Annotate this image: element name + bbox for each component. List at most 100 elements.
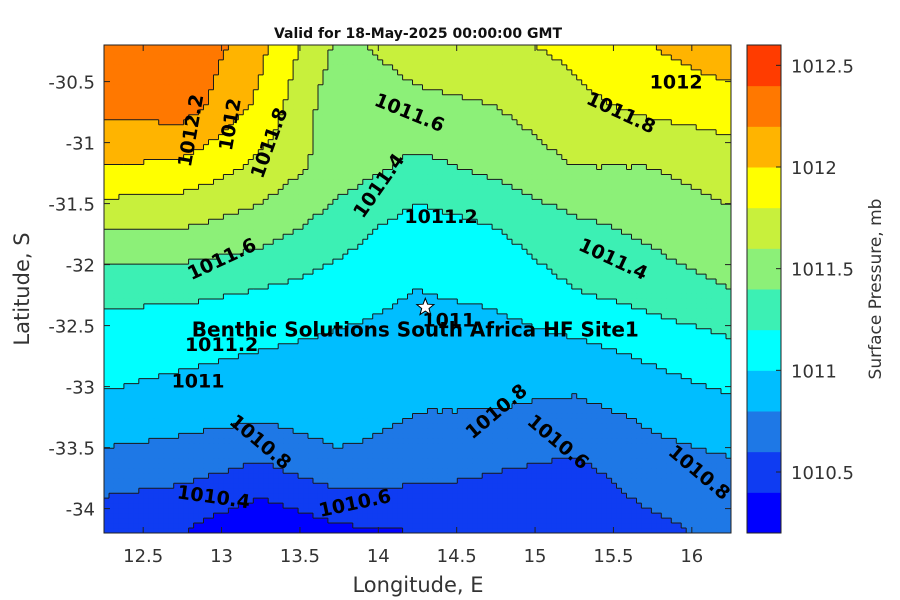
contour-cell xyxy=(123,199,130,205)
contour-cell xyxy=(273,194,279,200)
contour-cell xyxy=(507,45,513,51)
contour-cell xyxy=(656,119,662,126)
contour-cell xyxy=(362,124,369,131)
contour-cell xyxy=(502,184,508,191)
contour-cell xyxy=(258,164,264,171)
contour-cell xyxy=(631,129,638,136)
contour-cell xyxy=(278,94,284,101)
contour-cell xyxy=(143,99,150,106)
contour-cell xyxy=(362,79,369,86)
contour-cell xyxy=(327,69,334,76)
contour-cell xyxy=(278,69,284,76)
contour-cell xyxy=(442,94,448,101)
contour-cell xyxy=(641,49,648,56)
contour-cell xyxy=(123,139,130,146)
contour-cell xyxy=(317,59,324,66)
contour-cell xyxy=(422,89,429,96)
contour-cell xyxy=(576,134,583,141)
contour-cell xyxy=(601,204,608,210)
contour-cell xyxy=(278,204,284,210)
contour-cell xyxy=(263,169,269,176)
contour-cell xyxy=(243,199,249,205)
contour-cell xyxy=(616,84,623,91)
contour-cell xyxy=(347,84,354,91)
contour-cell xyxy=(596,184,603,191)
contour-cell xyxy=(711,219,717,225)
contour-cell xyxy=(427,74,434,81)
contour-cell xyxy=(427,104,434,111)
contour-cell xyxy=(651,54,657,61)
contour-cell xyxy=(278,134,284,141)
contour-cell xyxy=(696,229,702,235)
contour-cell xyxy=(726,179,731,186)
contour-cell xyxy=(183,209,190,215)
contour-cell xyxy=(452,169,458,176)
contour-cell xyxy=(726,124,731,131)
contour-cell xyxy=(233,79,239,86)
contour-cell xyxy=(278,144,284,151)
contour-cell xyxy=(556,99,563,106)
contour-cell xyxy=(412,209,419,215)
contour-cell xyxy=(467,54,473,61)
contour-cell xyxy=(203,134,210,141)
contour-cell xyxy=(278,139,284,146)
contour-cell xyxy=(517,74,523,81)
contour-cell xyxy=(352,204,359,210)
contour-cell xyxy=(382,59,389,66)
contour-cell xyxy=(581,59,588,66)
contour-cell xyxy=(646,174,652,181)
contour-cell xyxy=(646,69,652,76)
contour-cell xyxy=(556,49,563,56)
contour-cell xyxy=(571,234,578,240)
contour-cell xyxy=(387,54,394,61)
contour-cell xyxy=(576,79,583,86)
contour-cell xyxy=(422,129,429,136)
contour-cell xyxy=(347,234,354,240)
contour-cell xyxy=(427,84,434,91)
contour-cell xyxy=(467,124,473,131)
contour-cell xyxy=(342,174,349,181)
contour-cell xyxy=(273,109,279,116)
contour-cell xyxy=(317,109,324,116)
contour-cell xyxy=(173,179,180,186)
contour-cell xyxy=(517,224,523,230)
contour-cell xyxy=(621,189,628,195)
contour-cell xyxy=(218,124,225,131)
contour-cell xyxy=(322,169,329,176)
contour-cell xyxy=(467,79,473,86)
contour-cell xyxy=(238,99,244,106)
contour-cell xyxy=(586,129,593,136)
contour-cell xyxy=(407,194,414,200)
contour-cell xyxy=(322,154,329,161)
contour-cell xyxy=(218,109,225,116)
contour-cell xyxy=(143,109,150,116)
contour-cell xyxy=(178,214,185,220)
contour-cell xyxy=(337,64,344,71)
contour-cell xyxy=(258,229,264,235)
contour-cell xyxy=(522,109,528,116)
contour-cell xyxy=(721,194,727,200)
contour-cell xyxy=(148,114,155,121)
contour-cell xyxy=(432,214,439,220)
contour-cell xyxy=(437,164,443,171)
contour-cell xyxy=(337,149,344,156)
contour-cell xyxy=(507,89,513,96)
contour-cell xyxy=(278,224,284,230)
contour-cell xyxy=(721,154,727,161)
contour-cell xyxy=(512,144,518,151)
contour-cell xyxy=(462,99,468,106)
contour-cell xyxy=(203,139,210,146)
contour-cell xyxy=(104,194,110,200)
contour-cell xyxy=(472,54,478,61)
contour-cell xyxy=(133,89,140,96)
contour-cell xyxy=(104,64,110,71)
contour-cell xyxy=(666,169,672,176)
contour-cell xyxy=(696,149,702,156)
contour-cell xyxy=(487,174,493,181)
contour-cell xyxy=(253,134,259,141)
contour-cell xyxy=(576,129,583,136)
contour-cell xyxy=(686,204,692,210)
contour-cell xyxy=(561,54,568,61)
contour-cell xyxy=(492,234,498,240)
contour-cell xyxy=(148,179,155,186)
